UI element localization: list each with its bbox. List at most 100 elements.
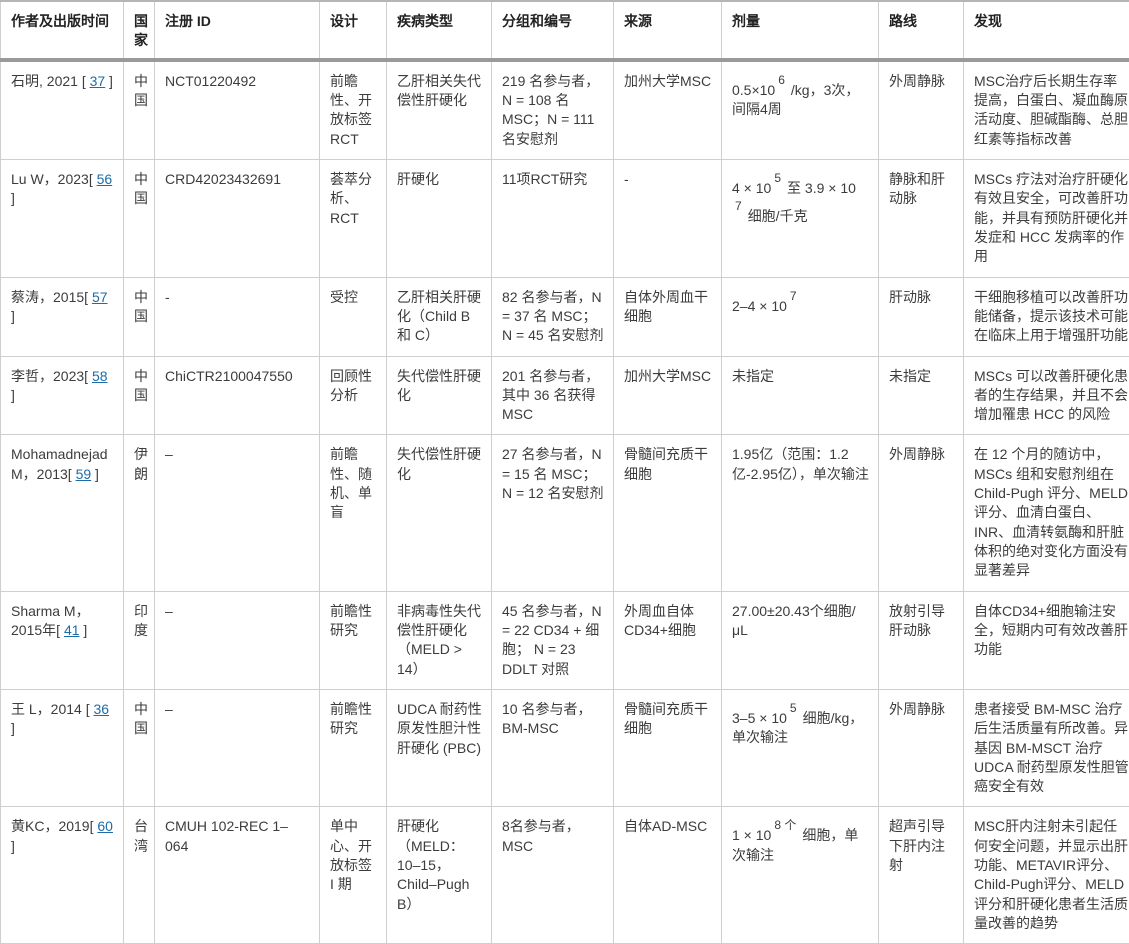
- cell-grouping: 8名参与者，MSC: [492, 807, 614, 944]
- superscript: 5: [774, 170, 781, 187]
- cell-author: Lu W，2023[ 56 ]: [1, 160, 124, 278]
- cell-disease: 乙肝相关肝硬化（Child B 和 C）: [387, 277, 492, 356]
- text-segment: ]: [11, 720, 15, 736]
- cell-grouping: 82 名参与者，N = 37 名 MSC； N = 45 名安慰剂: [492, 277, 614, 356]
- column-header-disease: 疾病类型: [387, 1, 492, 60]
- cell-grouping: 219 名参与者，N = 108 名 MSC；N = 111 名安慰剂: [492, 60, 614, 160]
- cell-findings: 患者接受 BM-MSC 治疗后生活质量有所改善。异基因 BM-MSCT 治疗 U…: [964, 689, 1129, 807]
- citation-link[interactable]: 36: [94, 701, 110, 717]
- citation-link[interactable]: 56: [97, 171, 113, 187]
- text-segment: ]: [11, 308, 15, 324]
- cell-findings: 自体CD34+细胞输注安全，短期内可有效改善肝功能: [964, 591, 1129, 689]
- cell-dose: 4 × 105 至 3.9 × 10 7 细胞/千克: [722, 160, 879, 278]
- text-segment: ]: [80, 622, 88, 638]
- cell-dose: 0.5×106/kg，3次，间隔4周: [722, 60, 879, 160]
- cell-country: 中国: [124, 160, 155, 278]
- cell-author: Sharma M，2015年[ 41 ]: [1, 591, 124, 689]
- column-header-country: 国家: [124, 1, 155, 60]
- cell-findings: MSC治疗后长期生存率提高，白蛋白、凝血酶原活动度、胆碱酯酶、总胆红素等指标改善: [964, 60, 1129, 160]
- cell-source: 骨髓间充质干细胞: [614, 689, 722, 807]
- cell-registration_id: –: [155, 591, 320, 689]
- cell-country: 伊朗: [124, 435, 155, 591]
- text-segment: 至 3.9 × 10: [787, 180, 856, 196]
- table-header: 作者及出版时间 国家 注册 ID 设计 疾病类型 分组和编号 来源 剂量 路线 …: [1, 1, 1129, 60]
- cell-source: 加州大学MSC: [614, 356, 722, 435]
- column-header-grouping: 分组和编号: [492, 1, 614, 60]
- cell-author: 李哲，2023[ 58 ]: [1, 356, 124, 435]
- cell-source: 外周血自体CD34+细胞: [614, 591, 722, 689]
- text-segment: 未指定: [732, 368, 774, 384]
- cell-registration_id: CRD42023432691: [155, 160, 320, 278]
- column-header-design: 设计: [320, 1, 387, 60]
- cell-dose: 3–5 × 105细胞/kg，单次输注: [722, 689, 879, 807]
- citation-link[interactable]: 37: [90, 73, 106, 89]
- cell-design: 回顾性分析: [320, 356, 387, 435]
- text-segment: ]: [11, 190, 15, 206]
- cell-route: 静脉和肝动脉: [879, 160, 964, 278]
- cell-registration_id: NCT01220492: [155, 60, 320, 160]
- cell-country: 台湾: [124, 807, 155, 944]
- text-segment: 2–4 × 10: [732, 298, 787, 314]
- cell-route: 肝动脉: [879, 277, 964, 356]
- cell-grouping: 201 名参与者，其中 36 名获得 MSC: [492, 356, 614, 435]
- citation-link[interactable]: 41: [64, 622, 80, 638]
- text-segment: 4 × 10: [732, 180, 771, 196]
- text-segment: 李哲，2023[: [11, 368, 92, 384]
- cell-country: 中国: [124, 356, 155, 435]
- text-segment: 蔡涛，2015[: [11, 289, 92, 305]
- cell-country: 中国: [124, 60, 155, 160]
- cell-country: 印度: [124, 591, 155, 689]
- column-header-registration-id: 注册 ID: [155, 1, 320, 60]
- text-segment: 细胞/千克: [748, 208, 808, 224]
- cell-route: 未指定: [879, 356, 964, 435]
- superscript: 8 个: [774, 817, 796, 834]
- text-segment: 0.5×10: [732, 82, 775, 98]
- cell-disease: UDCA 耐药性原发性胆汁性肝硬化 (PBC): [387, 689, 492, 807]
- cell-findings: MSC肝内注射未引起任何安全问题，并显示出肝功能、METAVIR评分、Child…: [964, 807, 1129, 944]
- table-row: 蔡涛，2015[ 57 ]中国-受控乙肝相关肝硬化（Child B 和 C）82…: [1, 277, 1129, 356]
- cell-findings: 干细胞移植可以改善肝功能储备，提示该技术可能在临床上用于增强肝功能: [964, 277, 1129, 356]
- text-segment: ]: [11, 387, 15, 403]
- text-segment: 王 L，2014 [: [11, 701, 94, 717]
- cell-dose: 未指定: [722, 356, 879, 435]
- cell-findings: MSCs 疗法对治疗肝硬化有效且安全，可改善肝功能，并具有预防肝硬化并发症和 H…: [964, 160, 1129, 278]
- table-row: Sharma M，2015年[ 41 ]印度–前瞻性研究非病毒性失代偿性肝硬化（…: [1, 591, 1129, 689]
- cell-registration_id: -: [155, 277, 320, 356]
- cell-design: 前瞻性、随机、单盲: [320, 435, 387, 591]
- header-row: 作者及出版时间 国家 注册 ID 设计 疾病类型 分组和编号 来源 剂量 路线 …: [1, 1, 1129, 60]
- citation-link[interactable]: 60: [97, 818, 113, 834]
- cell-source: -: [614, 160, 722, 278]
- cell-grouping: 27 名参与者，N = 15 名 MSC； N = 12 名安慰剂: [492, 435, 614, 591]
- cell-disease: 肝硬化（MELD：10–15，Child–Pugh B）: [387, 807, 492, 944]
- cell-disease: 乙肝相关失代偿性肝硬化: [387, 60, 492, 160]
- cell-dose: 1.95亿（范围：1.2亿-2.95亿），单次输注: [722, 435, 879, 591]
- cell-source: 加州大学MSC: [614, 60, 722, 160]
- cell-author: 黄KC，2019[ 60 ]: [1, 807, 124, 944]
- text-segment: ]: [11, 838, 15, 854]
- text-segment: 1 × 10: [732, 827, 771, 843]
- cell-author: Mohamadnejad M，2013[ 59 ]: [1, 435, 124, 591]
- superscript: 7: [735, 198, 742, 215]
- cell-country: 中国: [124, 277, 155, 356]
- cell-design: 单中心、开放标签 I 期: [320, 807, 387, 944]
- cell-dose: 27.00±20.43个细胞/μL: [722, 591, 879, 689]
- cell-source: 自体AD-MSC: [614, 807, 722, 944]
- citation-link[interactable]: 59: [76, 466, 92, 482]
- text-segment: 27.00±20.43个细胞/μL: [732, 603, 856, 638]
- citation-link[interactable]: 57: [92, 289, 108, 305]
- cell-grouping: 11项RCT研究: [492, 160, 614, 278]
- citation-link[interactable]: 58: [92, 368, 108, 384]
- cell-disease: 非病毒性失代偿性肝硬化（MELD > 14）: [387, 591, 492, 689]
- column-header-source: 来源: [614, 1, 722, 60]
- cell-grouping: 45 名参与者，N = 22 CD34 + 细胞； N = 23 DDLT 对照: [492, 591, 614, 689]
- text-segment: 1.95亿（范围：1.2亿-2.95亿），单次输注: [732, 446, 869, 481]
- column-header-author: 作者及出版时间: [1, 1, 124, 60]
- cell-author: 蔡涛，2015[ 57 ]: [1, 277, 124, 356]
- cell-author: 王 L，2014 [ 36 ]: [1, 689, 124, 807]
- text-segment: ]: [91, 466, 99, 482]
